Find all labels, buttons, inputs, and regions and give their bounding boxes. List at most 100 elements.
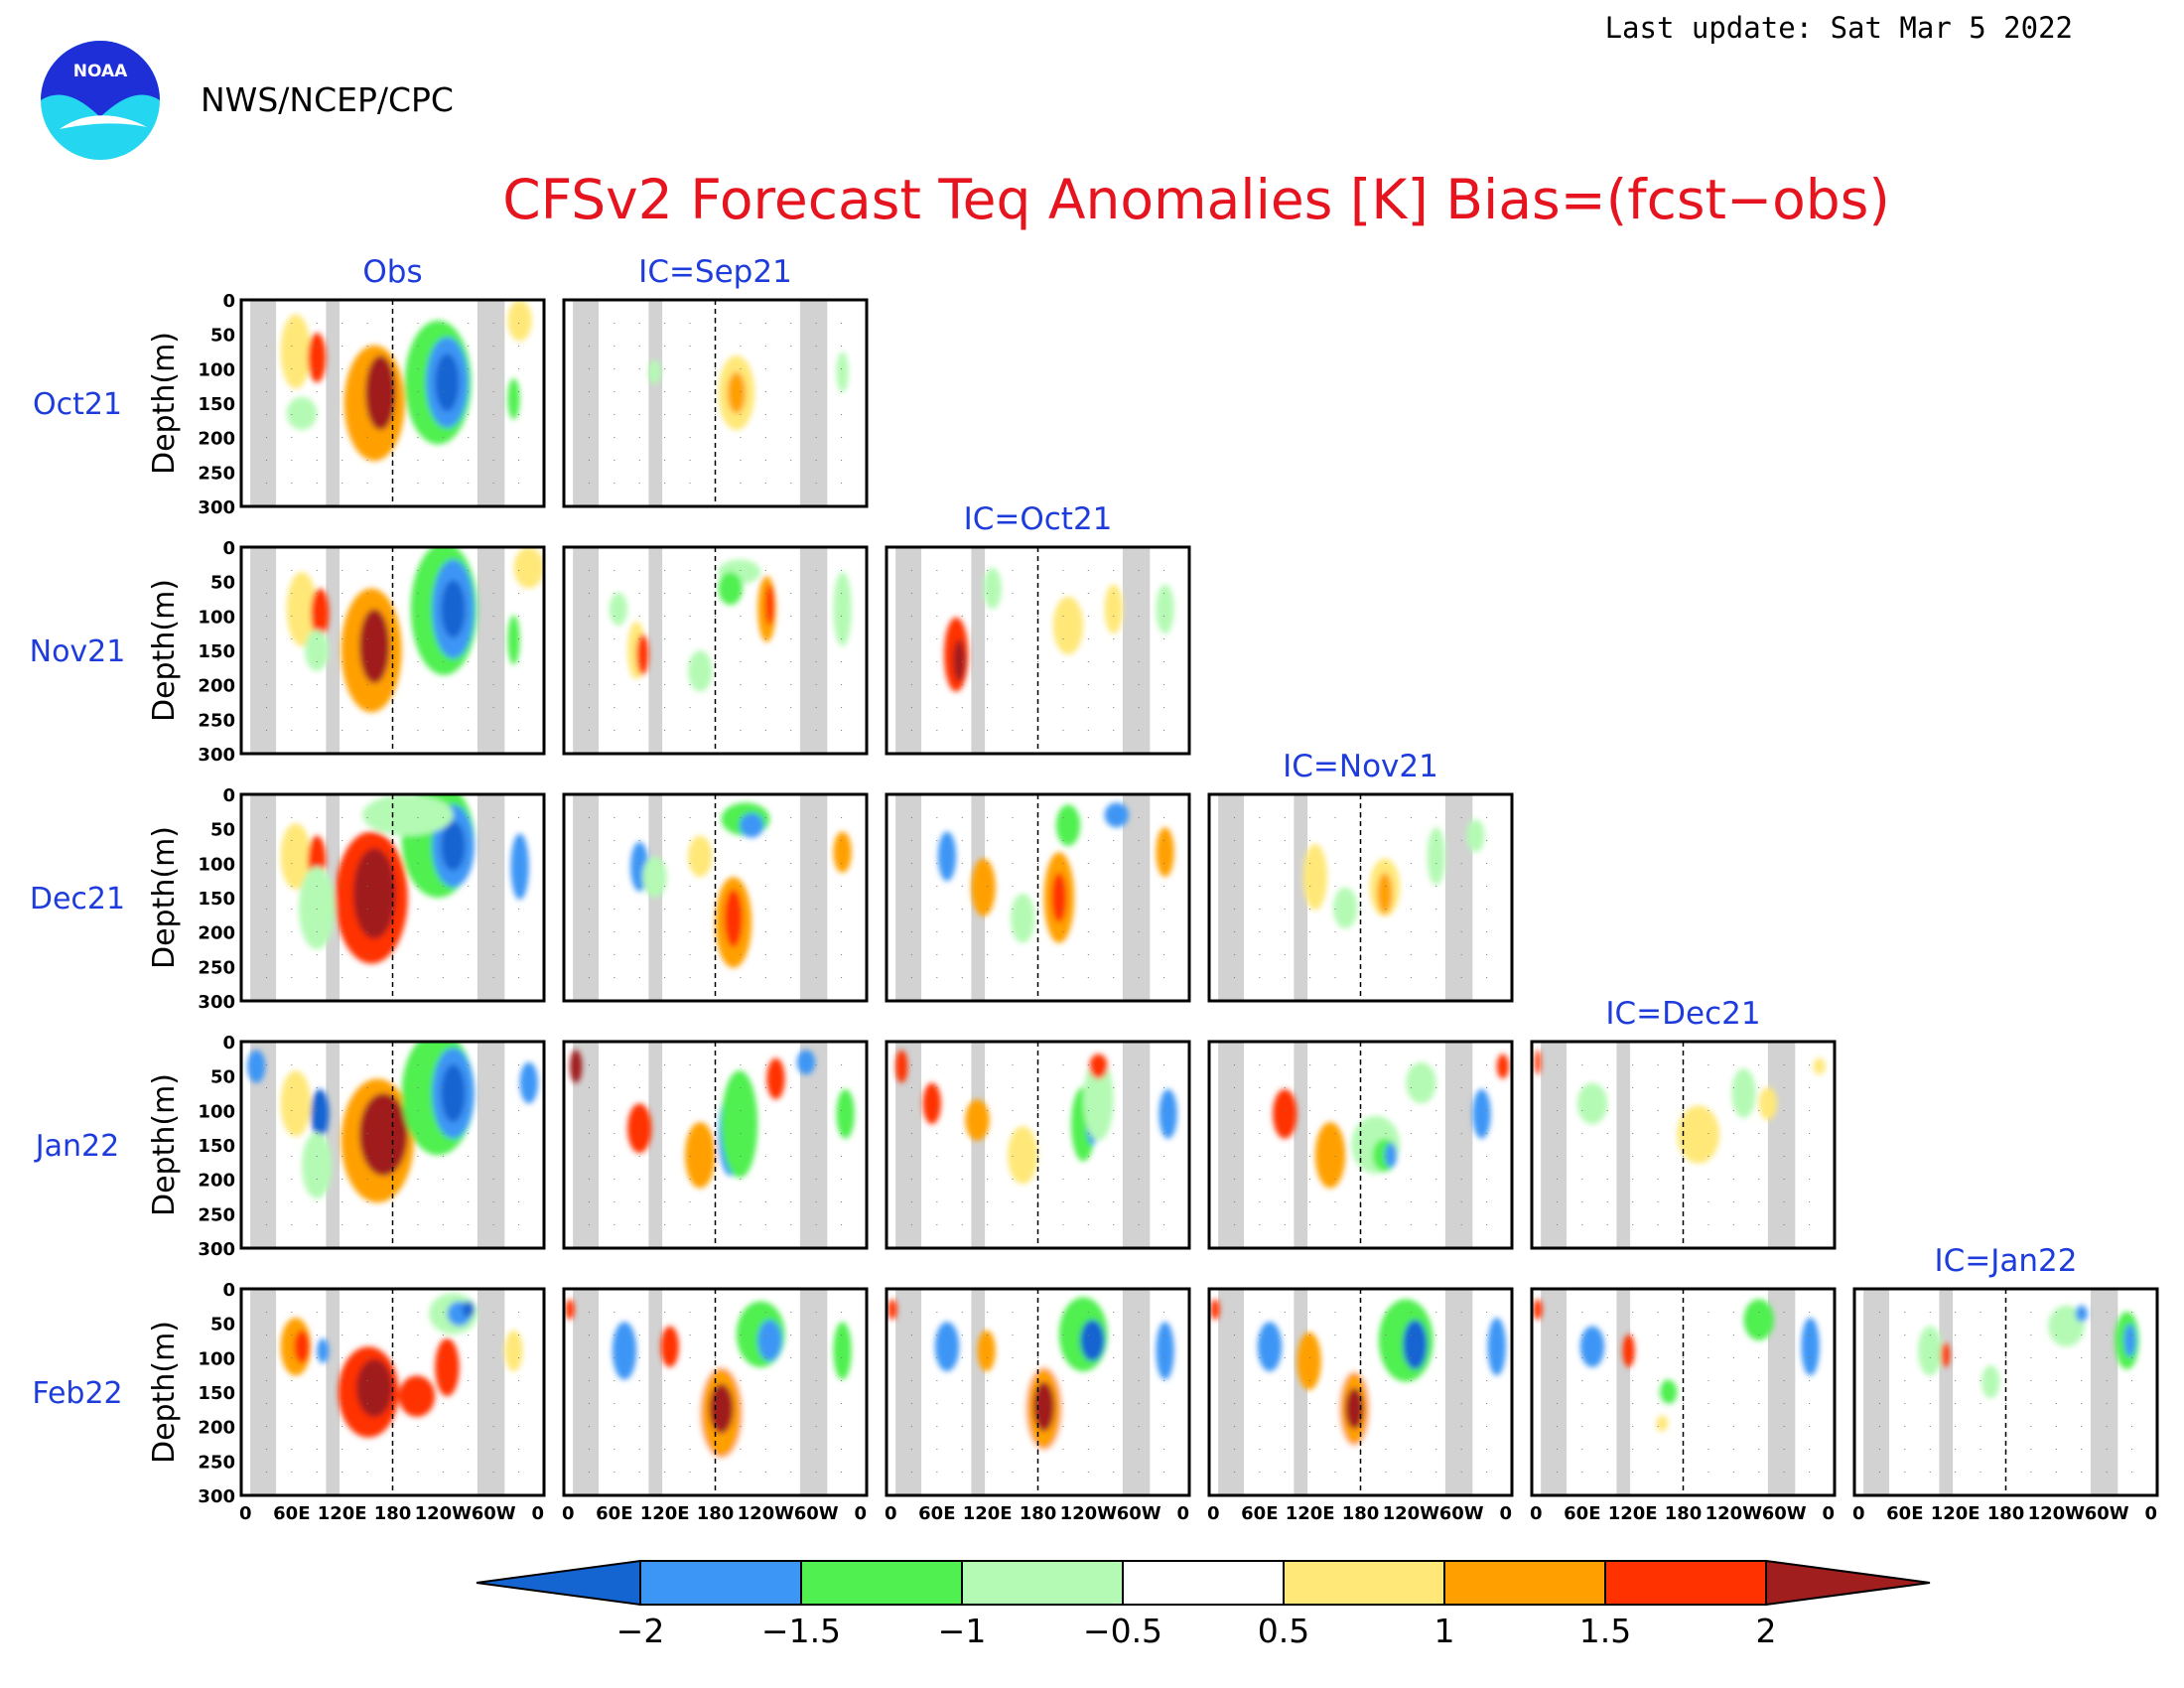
land-mask — [250, 547, 277, 754]
panel-0-1 — [562, 298, 869, 508]
land-mask — [250, 300, 277, 506]
y-tick-label: 250 — [198, 957, 235, 978]
anomaly-contour — [721, 1070, 758, 1179]
anomaly-contour — [1677, 1105, 1720, 1164]
x-tick-label: 60W — [472, 1503, 516, 1524]
row-label: Nov21 — [30, 634, 126, 669]
x-tick-label: 0 — [885, 1503, 897, 1524]
x-tick-label: 120W — [1383, 1503, 1440, 1524]
anomaly-contour — [1533, 1299, 1543, 1321]
panel-frame — [562, 1040, 869, 1250]
y-axis-label: Depth(m) — [147, 332, 182, 475]
land-mask — [799, 1289, 828, 1495]
anomaly-contour — [510, 833, 529, 901]
anomaly-contour — [1659, 1379, 1678, 1405]
anomaly-contour — [1008, 1126, 1038, 1185]
x-tick-label: 60W — [1439, 1503, 1484, 1524]
land-mask — [250, 1289, 277, 1495]
colorbar-segment — [1283, 1560, 1445, 1606]
anomaly-contour — [1384, 1142, 1398, 1168]
y-tick-label: 0 — [222, 785, 235, 806]
anomaly-contour — [1273, 1088, 1297, 1139]
anomaly-contour — [1656, 1414, 1669, 1432]
y-tick-label: 250 — [198, 710, 235, 731]
panel-3-3 — [1207, 1040, 1514, 1250]
anomaly-contour — [1156, 584, 1174, 634]
anomaly-contour — [1297, 1332, 1321, 1390]
land-mask — [1444, 1289, 1473, 1495]
anomaly-contour — [1257, 1322, 1283, 1372]
anomaly-contour — [1940, 1342, 1951, 1368]
land-mask — [1444, 794, 1473, 1001]
column-title: IC=Jan22 — [1935, 1243, 2078, 1279]
y-tick-label: 50 — [210, 573, 235, 594]
panel-frame — [1207, 1040, 1514, 1250]
anomaly-contour — [280, 1070, 312, 1137]
anomaly-contour — [1743, 1299, 1774, 1340]
anomaly-contour — [648, 359, 661, 385]
x-tick-label: 120W — [2028, 1503, 2086, 1524]
panel-grid: Oct21 Depth(m) 0 50 100 150 200 250 300 Nov21 Dept… — [30, 254, 2159, 1524]
land-mask — [1444, 1042, 1473, 1248]
y-tick-label: 100 — [198, 1348, 235, 1369]
y-tick-label: 100 — [198, 359, 235, 380]
anomaly-contour — [1083, 1057, 1114, 1141]
y-tick-label: 250 — [198, 1452, 235, 1473]
anomaly-contour — [937, 831, 957, 882]
y-tick-label: 150 — [198, 641, 235, 662]
anomaly-contour — [1333, 887, 1358, 929]
anomaly-contour — [764, 584, 774, 627]
y-tick-label: 200 — [198, 1171, 235, 1192]
anomaly-contour — [1981, 1364, 2000, 1399]
y-tick-label: 100 — [198, 607, 235, 628]
land-mask — [1541, 1042, 1568, 1248]
anomaly-contour — [1011, 893, 1035, 943]
land-mask — [1294, 1289, 1308, 1495]
panel-3-1 — [562, 1040, 869, 1250]
anomaly-contour — [565, 1299, 575, 1321]
x-tick-label: 180 — [1020, 1503, 1057, 1524]
y-tick-label: 150 — [198, 1383, 235, 1404]
anomaly-contour — [1406, 1061, 1436, 1104]
land-mask — [648, 794, 663, 1001]
panel-frame — [885, 545, 1191, 756]
y-axis-label: Depth(m) — [147, 579, 182, 722]
agency-label: NWS/NCEP/CPC — [201, 80, 454, 119]
anomaly-contour — [311, 588, 330, 638]
anomaly-contour — [1466, 818, 1485, 853]
colorbar-label: 2 — [1756, 1612, 1777, 1650]
anomaly-contour — [355, 1358, 393, 1417]
land-mask — [573, 300, 600, 506]
x-tick-label: 0 — [1530, 1503, 1543, 1524]
anomaly-contour — [507, 378, 520, 420]
anomaly-contour — [609, 592, 628, 627]
anomaly-contour — [1535, 1050, 1542, 1075]
anomaly-contour — [2075, 1305, 2088, 1323]
anomaly-contour — [709, 1383, 734, 1434]
y-tick-label: 150 — [198, 394, 235, 415]
anomaly-contour — [727, 371, 746, 414]
y-tick-label: 200 — [198, 429, 235, 450]
anomaly-contour — [836, 352, 849, 393]
colorbar-arrow-low — [476, 1559, 641, 1607]
anomaly-contour — [718, 571, 743, 606]
y-tick-label: 150 — [198, 1136, 235, 1157]
panel-4-3 — [1207, 1287, 1514, 1497]
panel-2-0 — [239, 792, 546, 1003]
panel-frame — [1530, 1040, 1837, 1250]
anomaly-contour — [398, 1375, 436, 1417]
x-tick-label: 120E — [1931, 1503, 1980, 1524]
land-mask — [971, 547, 986, 754]
anomaly-contour — [286, 396, 318, 431]
panel-1-0 — [239, 545, 546, 756]
anomaly-contour — [660, 1326, 679, 1368]
anomaly-contour — [1731, 1068, 1756, 1118]
column-title: IC=Oct21 — [964, 501, 1113, 537]
anomaly-contour — [1377, 873, 1393, 914]
land-mask — [1218, 1042, 1245, 1248]
anomaly-contour — [519, 1061, 538, 1104]
colorbar-segment — [961, 1560, 1124, 1606]
land-mask — [573, 794, 600, 1001]
land-mask — [895, 794, 922, 1001]
anomaly-contour — [1403, 1320, 1428, 1370]
